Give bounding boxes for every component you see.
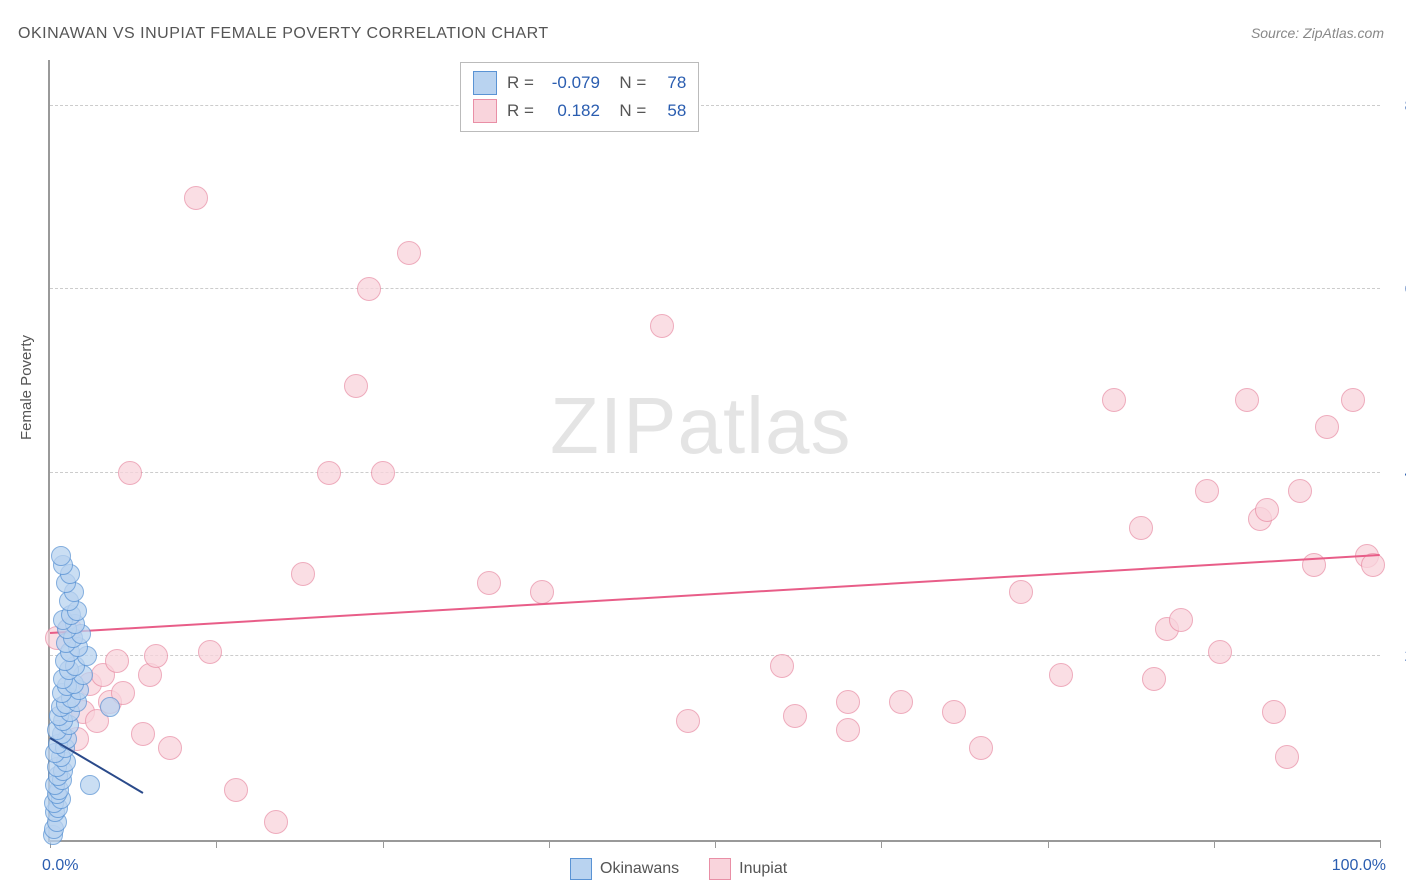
marker-inupiat [184,186,208,210]
x-max-label: 100.0% [1332,857,1386,875]
marker-inupiat [1288,479,1312,503]
marker-inupiat [530,580,554,604]
plot-area: 20.0%40.0%60.0%80.0% [48,60,1380,842]
marker-inupiat [371,461,395,485]
marker-inupiat [1142,667,1166,691]
marker-inupiat [131,722,155,746]
marker-inupiat [676,709,700,733]
marker-inupiat [1341,388,1365,412]
stat-n-label: N = [610,101,646,121]
marker-inupiat [1275,745,1299,769]
marker-inupiat [224,778,248,802]
stat-r-label: R = [507,73,534,93]
marker-inupiat [344,374,368,398]
swatch-okinawans-icon [570,858,592,880]
gridline-h [50,472,1380,473]
stat-r-label: R = [507,101,534,121]
legend-item-okinawans: Okinawans [570,858,679,880]
marker-inupiat [357,277,381,301]
marker-inupiat [397,241,421,265]
stat-n-label: N = [610,73,646,93]
y-tick-label: 80.0% [1390,98,1406,116]
marker-inupiat [836,718,860,742]
marker-inupiat [783,704,807,728]
x-tick [1214,840,1215,848]
stats-row-inupiat: R = 0.182 N = 58 [473,97,686,125]
swatch-okinawans [473,71,497,95]
stat-r-inupiat: 0.182 [544,101,600,121]
x-tick [216,840,217,848]
gridline-h [50,105,1380,106]
marker-inupiat [1169,608,1193,632]
x-min-label: 0.0% [42,857,78,875]
marker-inupiat [969,736,993,760]
x-tick [383,840,384,848]
marker-okinawans [51,546,71,566]
stats-legend: R = -0.079 N = 78 R = 0.182 N = 58 [460,62,699,132]
marker-inupiat [1009,580,1033,604]
marker-inupiat [770,654,794,678]
x-tick [1380,840,1381,848]
source-label: Source: ZipAtlas.com [1251,25,1384,41]
stat-n-okinawans: 78 [656,73,686,93]
marker-inupiat [264,810,288,834]
marker-inupiat [291,562,315,586]
marker-inupiat [105,649,129,673]
marker-inupiat [144,644,168,668]
swatch-inupiat [473,99,497,123]
stat-n-inupiat: 58 [656,101,686,121]
x-tick [1048,840,1049,848]
marker-inupiat [317,461,341,485]
marker-inupiat [1208,640,1232,664]
y-tick-label: 20.0% [1390,648,1406,666]
marker-inupiat [1262,700,1286,724]
marker-inupiat [118,461,142,485]
gridline-h [50,288,1380,289]
x-tick [881,840,882,848]
marker-inupiat [1102,388,1126,412]
stat-r-okinawans: -0.079 [544,73,600,93]
marker-inupiat [650,314,674,338]
y-tick-label: 40.0% [1390,465,1406,483]
marker-inupiat [1049,663,1073,687]
marker-inupiat [1255,498,1279,522]
marker-inupiat [198,640,222,664]
marker-inupiat [1235,388,1259,412]
marker-inupiat [477,571,501,595]
marker-okinawans [100,697,120,717]
bottom-legend: Okinawans Inupiat [570,858,787,880]
marker-inupiat [836,690,860,714]
swatch-inupiat-icon [709,858,731,880]
marker-inupiat [942,700,966,724]
stats-row-okinawans: R = -0.079 N = 78 [473,69,686,97]
marker-inupiat [1129,516,1153,540]
legend-item-inupiat: Inupiat [709,858,787,880]
marker-inupiat [1195,479,1219,503]
y-axis-label: Female Poverty [18,335,35,440]
chart-title: OKINAWAN VS INUPIAT FEMALE POVERTY CORRE… [18,25,549,43]
marker-inupiat [889,690,913,714]
x-tick [715,840,716,848]
marker-inupiat [1302,553,1326,577]
marker-inupiat [158,736,182,760]
marker-inupiat [1315,415,1339,439]
marker-okinawans [80,775,100,795]
x-tick [549,840,550,848]
y-tick-label: 60.0% [1390,281,1406,299]
gridline-h [50,655,1380,656]
